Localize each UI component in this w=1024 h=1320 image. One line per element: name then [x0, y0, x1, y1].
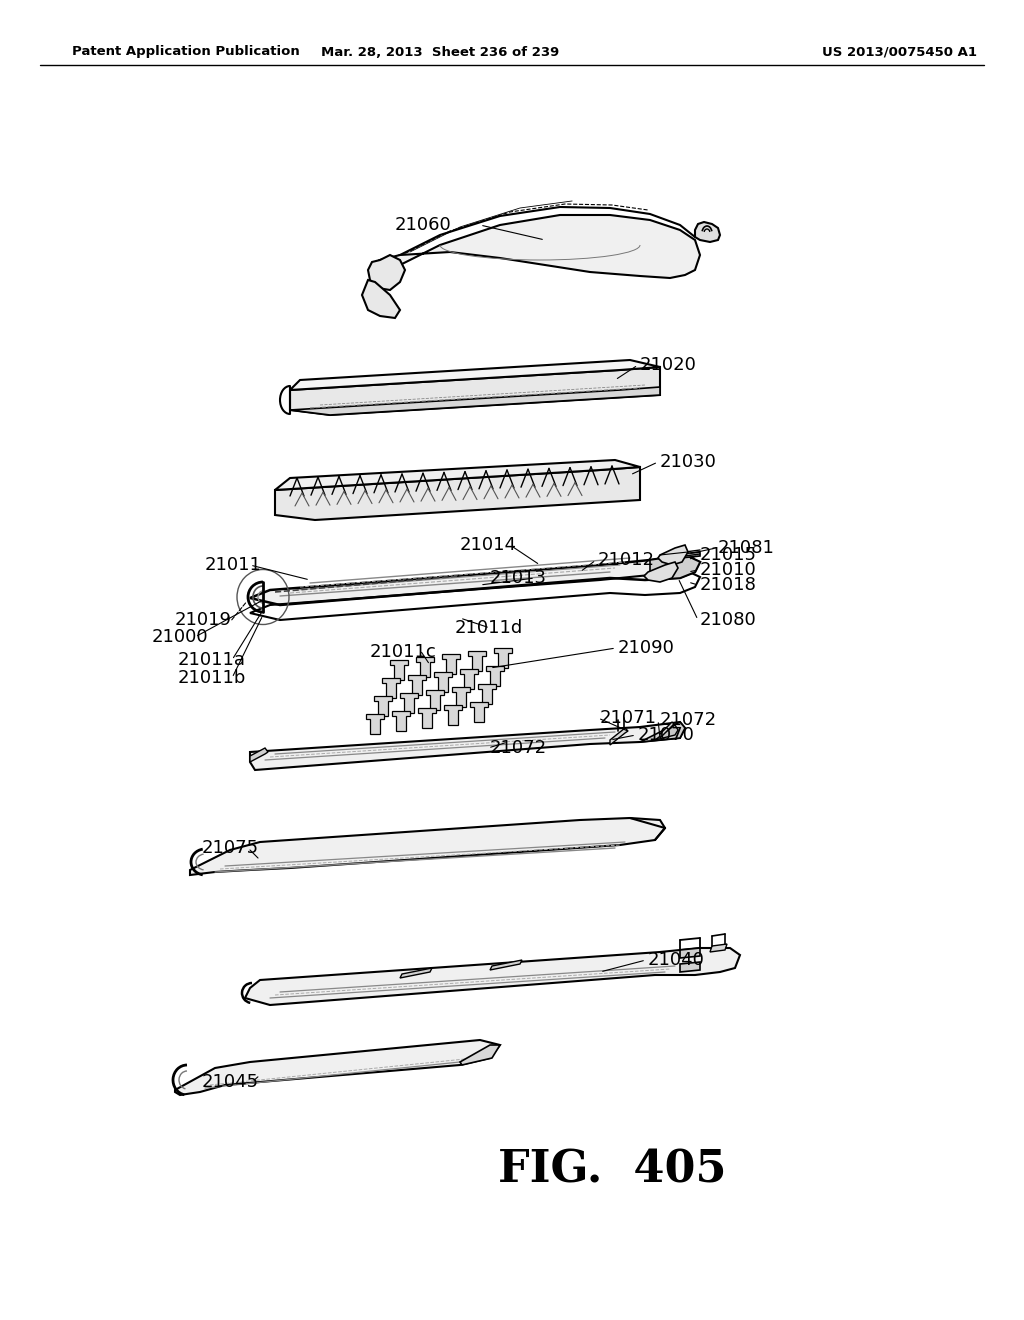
Polygon shape [366, 714, 384, 734]
Text: 21018: 21018 [700, 576, 757, 594]
Text: 21011d: 21011d [455, 619, 523, 638]
Polygon shape [250, 748, 268, 762]
Polygon shape [444, 705, 462, 725]
Polygon shape [478, 684, 496, 704]
Polygon shape [368, 255, 406, 290]
Polygon shape [275, 459, 640, 490]
Text: Patent Application Publication: Patent Application Publication [72, 45, 300, 58]
Polygon shape [400, 693, 418, 713]
Polygon shape [610, 729, 628, 744]
Polygon shape [486, 667, 504, 686]
Polygon shape [460, 1045, 500, 1065]
Polygon shape [290, 387, 660, 414]
Text: 21090: 21090 [618, 639, 675, 657]
Polygon shape [400, 968, 432, 978]
Polygon shape [658, 545, 688, 565]
Polygon shape [374, 696, 392, 715]
Polygon shape [434, 672, 452, 692]
Polygon shape [290, 367, 660, 414]
Polygon shape [490, 960, 522, 970]
Polygon shape [408, 675, 426, 696]
Text: 21011c: 21011c [370, 643, 437, 661]
Text: 21072: 21072 [660, 711, 717, 729]
Polygon shape [710, 944, 727, 952]
Text: 21080: 21080 [700, 611, 757, 630]
Polygon shape [426, 690, 444, 710]
Polygon shape [470, 702, 488, 722]
Text: 21030: 21030 [660, 453, 717, 471]
Text: US 2013/0075450 A1: US 2013/0075450 A1 [822, 45, 978, 58]
Polygon shape [468, 651, 486, 671]
Polygon shape [442, 653, 460, 675]
Polygon shape [250, 554, 700, 605]
Text: 21013: 21013 [490, 569, 547, 587]
Polygon shape [250, 722, 685, 770]
Polygon shape [190, 818, 665, 875]
Text: 21011a: 21011a [178, 651, 246, 669]
Text: 21011: 21011 [205, 556, 262, 574]
Text: 21015: 21015 [700, 546, 757, 564]
Text: 21070: 21070 [638, 726, 695, 744]
Polygon shape [680, 962, 700, 972]
Polygon shape [452, 686, 470, 708]
Text: 21014: 21014 [460, 536, 517, 554]
Polygon shape [380, 215, 700, 279]
Text: 21081: 21081 [718, 539, 775, 557]
Text: 21072: 21072 [490, 739, 547, 756]
Polygon shape [416, 657, 434, 677]
Polygon shape [362, 280, 400, 318]
Polygon shape [655, 725, 678, 741]
Polygon shape [494, 648, 512, 668]
Text: 21071: 21071 [600, 709, 657, 727]
Polygon shape [650, 554, 700, 579]
Polygon shape [680, 948, 700, 958]
Text: 21045: 21045 [202, 1073, 259, 1092]
Polygon shape [382, 678, 400, 698]
Polygon shape [644, 562, 678, 582]
Polygon shape [245, 948, 740, 1005]
Text: 21000: 21000 [152, 628, 209, 645]
Text: 21075: 21075 [202, 840, 259, 857]
Text: 21040: 21040 [648, 950, 705, 969]
Polygon shape [680, 552, 700, 558]
Polygon shape [660, 722, 674, 738]
Polygon shape [695, 222, 720, 242]
Text: 21019: 21019 [175, 611, 232, 630]
Polygon shape [290, 360, 660, 389]
Polygon shape [418, 708, 436, 729]
Polygon shape [640, 722, 685, 742]
Text: Mar. 28, 2013  Sheet 236 of 239: Mar. 28, 2013 Sheet 236 of 239 [321, 45, 559, 58]
Polygon shape [275, 467, 640, 520]
Polygon shape [392, 711, 410, 731]
Text: 21012: 21012 [598, 550, 655, 569]
Polygon shape [390, 660, 408, 680]
Polygon shape [460, 669, 478, 689]
Text: 21010: 21010 [700, 561, 757, 579]
Text: 21060: 21060 [395, 216, 452, 234]
Polygon shape [175, 1040, 500, 1096]
Text: 21011b: 21011b [178, 669, 247, 686]
Text: 21020: 21020 [640, 356, 697, 374]
Text: FIG.  405: FIG. 405 [498, 1148, 726, 1192]
